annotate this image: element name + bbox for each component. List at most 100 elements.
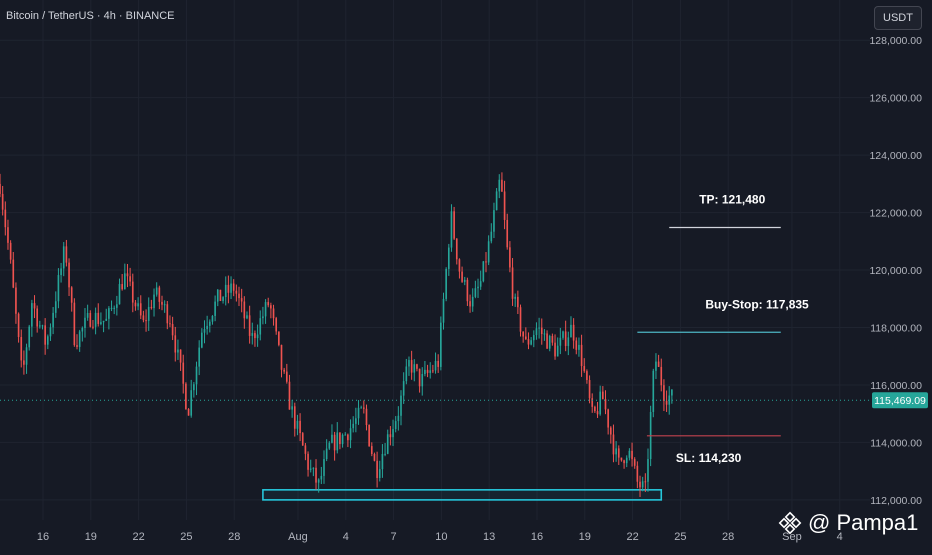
candle-body: [503, 191, 506, 220]
candle-body: [381, 453, 384, 470]
candle-body: [604, 399, 607, 410]
candle-body: [145, 320, 147, 322]
x-tick-label: 19: [579, 531, 591, 543]
candle-body: [92, 326, 94, 328]
candle-body: [108, 308, 110, 319]
candle-body: [36, 308, 39, 327]
candle-body: [331, 434, 333, 443]
candle-body: [134, 302, 137, 307]
candle-body: [583, 366, 586, 372]
candle-body: [333, 434, 336, 451]
candle-body: [336, 432, 339, 451]
candle-body: [100, 322, 102, 324]
candle-body: [296, 420, 299, 429]
binance-diamond-icon: [778, 511, 802, 535]
candle-body: [527, 339, 530, 345]
x-tick-label: 10: [435, 531, 447, 543]
axis-layer: 112,000.00 114,000.00 116,000.00 118,000.00…: [37, 35, 922, 543]
candle-body: [0, 183, 1, 194]
candle-body: [525, 336, 527, 340]
candle-body: [203, 329, 206, 333]
candle-body: [532, 335, 535, 341]
candle-body: [596, 411, 599, 415]
candle-body: [636, 465, 639, 482]
candle-body: [251, 333, 254, 336]
candle-body: [97, 312, 100, 324]
current-price-label: 115,469.09: [874, 395, 926, 407]
candle-body: [275, 318, 278, 332]
support-zone-layer: [262, 489, 663, 501]
candle-body: [493, 210, 495, 232]
candle-body: [304, 445, 307, 454]
candle-body: [73, 302, 76, 346]
candle-body: [166, 304, 169, 324]
candle-body: [78, 331, 81, 347]
candle-body: [230, 283, 232, 293]
candle-body: [174, 335, 177, 353]
x-tick-label: 7: [391, 531, 397, 543]
candle-body: [227, 284, 230, 293]
candle-body: [169, 323, 171, 325]
candle-body: [254, 333, 256, 339]
candle-body: [150, 306, 153, 309]
x-tick-label: 28: [228, 531, 240, 543]
candle-body: [612, 434, 615, 455]
candle-body: [668, 395, 671, 405]
candle-body: [530, 340, 532, 345]
x-tick-label: 16: [37, 531, 49, 543]
current-price-badge: [872, 392, 928, 409]
candle-body: [123, 273, 126, 290]
watermark-text: @ Pampa1: [808, 510, 919, 535]
candle-body: [70, 287, 73, 303]
candle-body: [426, 369, 429, 373]
candle-body: [54, 301, 57, 313]
candle-body: [137, 303, 139, 307]
levels-layer: 115,469.09 TP: 121,480 Buy-Stop: 117,835 SL…: [0, 193, 928, 465]
grid-layer: [0, 0, 870, 520]
candle-body: [392, 429, 394, 438]
candle-body: [126, 273, 129, 277]
candle-body: [344, 434, 347, 436]
candle-body: [105, 318, 108, 321]
candle-body: [23, 360, 25, 365]
candle-body: [556, 345, 559, 357]
candle-body: [339, 432, 341, 445]
y-tick-label: 124,000.00: [869, 150, 922, 162]
candle-body: [633, 459, 636, 466]
candle-body: [418, 368, 421, 387]
candle-body: [357, 407, 360, 419]
currency-button[interactable]: USDT: [874, 6, 922, 30]
candle-body: [461, 271, 463, 282]
candle-body: [410, 360, 413, 373]
candle-body: [243, 301, 246, 319]
candle-body: [394, 421, 397, 430]
candle-body: [272, 308, 275, 319]
candle-body: [76, 345, 78, 347]
candle-body: [432, 370, 434, 372]
candle-body: [466, 279, 469, 302]
candle-body: [309, 468, 312, 470]
candle-body: [171, 324, 174, 336]
candle-body: [540, 327, 543, 335]
candle-body: [121, 284, 123, 290]
symbol-title[interactable]: Bitcoin / TetherUS · 4h · BINANCE: [6, 10, 175, 22]
candle-body: [546, 333, 548, 349]
candle-body: [400, 395, 402, 416]
x-tick-label: 22: [626, 531, 638, 543]
candle-body: [158, 287, 161, 302]
x-tick-label: 4: [343, 531, 349, 543]
candle-body: [517, 296, 519, 308]
x-tick-label: 28: [722, 531, 734, 543]
candle-body: [52, 312, 54, 328]
candle-body: [578, 344, 580, 350]
candle-body: [201, 332, 203, 348]
candle-body: [469, 301, 471, 307]
candle-body: [657, 361, 660, 367]
candle-body: [453, 211, 455, 239]
candle-body: [652, 370, 655, 412]
candle-body: [474, 288, 477, 297]
candle-body: [147, 306, 150, 321]
candle-body: [291, 406, 293, 410]
